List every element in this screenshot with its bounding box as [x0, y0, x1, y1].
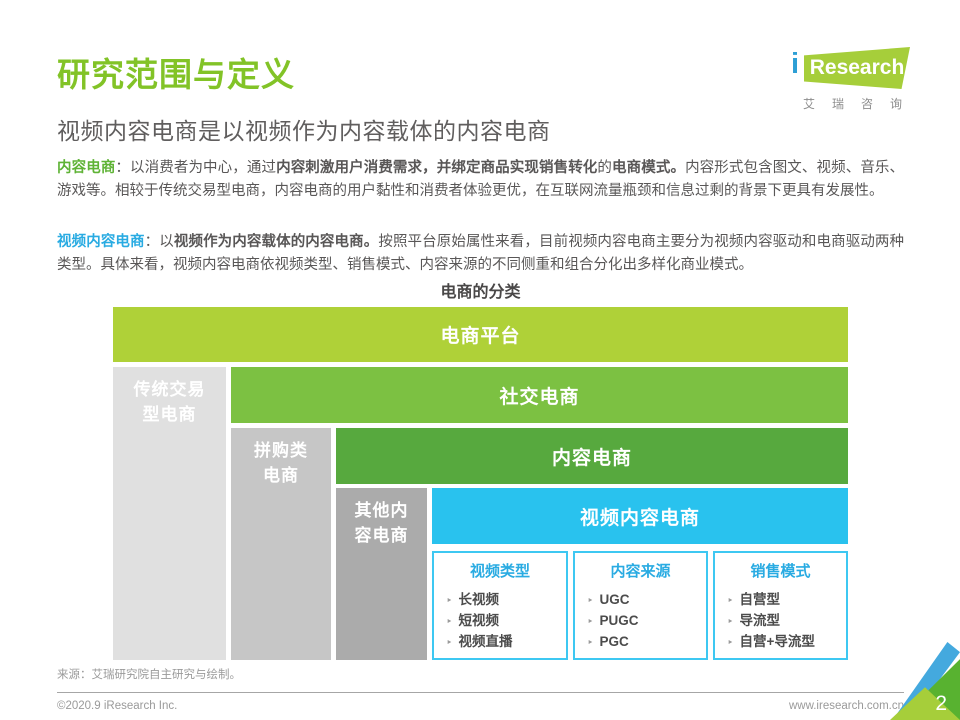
box-item-label: 长视频	[458, 592, 500, 607]
arrow-bullet-icon: ‣	[727, 595, 734, 607]
attribute-box-video-type: 视频类型 ‣ 长视频 ‣ 短视频 ‣ 视频直播	[432, 551, 568, 660]
paragraph-text-bold: 电商模式。	[612, 160, 686, 176]
corner-decoration: 2	[890, 642, 960, 720]
side-block-other-content-ecommerce: 其他内容电商	[336, 488, 427, 660]
box-item: ‣ 自营型	[727, 590, 846, 611]
box-item-label: 视频直播	[458, 634, 513, 649]
source-note: 来源：艾瑞研究院自主研究与绘制。	[57, 669, 241, 681]
level-block-video-content-ecommerce: 视频内容电商	[432, 488, 848, 544]
logo-i-letter: i	[791, 48, 800, 80]
paragraph-text: 内容形式包含图文、视频、音乐、游戏等。相较于传统交易型电商，内容电商的用户黏性和…	[57, 160, 905, 199]
footer-divider	[57, 692, 904, 693]
logo-banner: Research	[804, 47, 910, 89]
block-label: 视频内容电商	[579, 507, 700, 529]
arrow-bullet-icon: ‣	[446, 595, 453, 607]
box-title: 销售模式	[750, 563, 811, 580]
box-item-label: UGC	[599, 592, 630, 607]
logo-brand-text: Research	[809, 56, 905, 79]
box-item-label: 自营型	[739, 592, 781, 607]
definition-paragraph-video-ecommerce: 视频内容电商：以视频作为内容载体的内容电商。按照平台原始属性来看，目前视频内容电…	[57, 231, 904, 277]
arrow-bullet-icon: ‣	[587, 637, 594, 649]
term-label-content-ecommerce: 内容电商	[57, 160, 116, 176]
side-block-traditional-ecommerce: 传统交易型电商	[113, 367, 226, 660]
paragraph-text: 的	[597, 160, 613, 176]
arrow-bullet-icon: ‣	[446, 616, 453, 628]
copyright-text: ©2020.9 iResearch Inc.	[57, 700, 178, 712]
attribute-box-content-source: 内容来源 ‣ UGC ‣ PUGC ‣ PGC	[573, 551, 708, 660]
box-item: ‣ 自营+导流型	[727, 632, 846, 653]
block-label: 拼购类电商	[254, 441, 308, 485]
side-block-group-buying-ecommerce: 拼购类电商	[231, 428, 331, 660]
attribute-box-sales-model: 销售模式 ‣ 自营型 ‣ 导流型 ‣ 自营+导流型	[713, 551, 848, 660]
arrow-bullet-icon: ‣	[587, 616, 594, 628]
diagram-title: 电商的分类	[440, 284, 521, 301]
block-label: 社交电商	[499, 386, 580, 408]
website-text: www.iresearch.com.cn	[788, 700, 904, 712]
arrow-bullet-icon: ‣	[587, 595, 594, 607]
arrow-bullet-icon: ‣	[727, 637, 734, 649]
level-block-content-ecommerce: 内容电商	[336, 428, 848, 484]
term-label-video-content-ecommerce: 视频内容电商	[57, 234, 145, 250]
box-item: ‣ 导流型	[727, 611, 846, 632]
box-item-label: PUGC	[599, 613, 639, 628]
box-title: 视频类型	[469, 563, 530, 580]
definition-paragraph-content-ecommerce: 内容电商：以消费者为中心，通过内容刺激用户消费需求，并绑定商品实现销售转化的电商…	[57, 157, 904, 203]
box-item: ‣ 视频直播	[446, 632, 566, 653]
arrow-bullet-icon: ‣	[446, 637, 453, 649]
block-label: 内容电商	[551, 447, 632, 469]
page-subtitle: 视频内容电商是以视频作为内容载体的内容电商	[57, 118, 551, 144]
box-item: ‣ 长视频	[446, 590, 566, 611]
block-label: 其他内容电商	[354, 501, 409, 545]
box-title: 内容来源	[610, 563, 671, 580]
paragraph-text-bold: 内容刺激用户消费需求，并绑定商品实现销售转化	[276, 160, 598, 176]
box-item-label: 短视频	[458, 613, 500, 628]
block-label: 传统交易型电商	[133, 380, 206, 424]
logo-caption: 艾瑞咨询	[803, 97, 920, 111]
box-item-label: 自营+导流型	[739, 634, 815, 649]
paragraph-text: 按照平台原始属性来看，目前视频内容电商主要分为视频内容驱动和电商驱动两种类型。具…	[57, 234, 905, 273]
box-item-label: 导流型	[739, 613, 781, 628]
page-number: 2	[935, 692, 947, 715]
iresearch-logo: i Research 艾瑞咨询	[770, 42, 920, 112]
paragraph-text: ：以	[144, 234, 174, 250]
box-item: ‣ PUGC	[587, 611, 706, 632]
page-title: 研究范围与定义	[57, 56, 295, 93]
box-item: ‣ PGC	[587, 632, 706, 653]
block-label: 电商平台	[440, 326, 521, 347]
box-item-label: PGC	[599, 634, 629, 649]
paragraph-text: ：以消费者为中心，通过	[115, 160, 277, 176]
level-block-ecommerce-platform: 电商平台	[113, 307, 848, 362]
paragraph-text-bold: 视频作为内容载体的内容电商。	[173, 234, 379, 250]
box-item: ‣ 短视频	[446, 611, 566, 632]
arrow-bullet-icon: ‣	[727, 616, 734, 628]
level-block-social-ecommerce: 社交电商	[231, 367, 848, 423]
box-item: ‣ UGC	[587, 590, 706, 611]
